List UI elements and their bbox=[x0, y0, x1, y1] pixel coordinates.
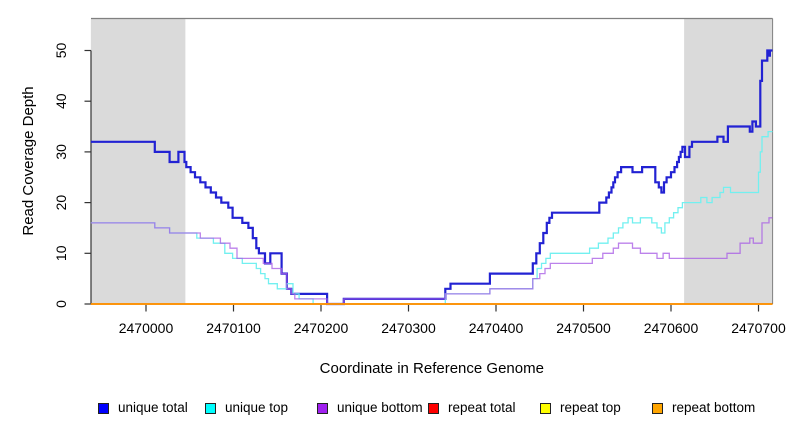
y-tick-label: 10 bbox=[53, 245, 69, 261]
series-line-unique-bottom bbox=[90, 217, 773, 305]
x-tick-label: 2470500 bbox=[556, 320, 611, 336]
x-tick-label: 2470300 bbox=[381, 320, 436, 336]
y-tick-label: 50 bbox=[53, 43, 69, 59]
x-axis-title: Coordinate in Reference Genome bbox=[320, 360, 544, 377]
x-tick-label: 2470200 bbox=[294, 320, 349, 336]
x-tick-label: 2470100 bbox=[206, 320, 261, 336]
x-tick-label: 2470600 bbox=[644, 320, 699, 336]
series-line-unique-total bbox=[90, 49, 773, 306]
x-tick-label: 2470700 bbox=[731, 320, 786, 336]
y-tick-label: 20 bbox=[53, 195, 69, 211]
y-tick-label: 40 bbox=[53, 93, 69, 109]
x-tick-label: 2470000 bbox=[119, 320, 174, 336]
y-axis-title: Read Coverage Depth bbox=[20, 86, 37, 235]
y-tick-label: 30 bbox=[53, 144, 69, 160]
x-tick-label: 2470400 bbox=[469, 320, 524, 336]
masked-region bbox=[684, 18, 773, 304]
series-line-unique-top bbox=[90, 130, 773, 305]
y-tick-label: 0 bbox=[53, 300, 69, 308]
